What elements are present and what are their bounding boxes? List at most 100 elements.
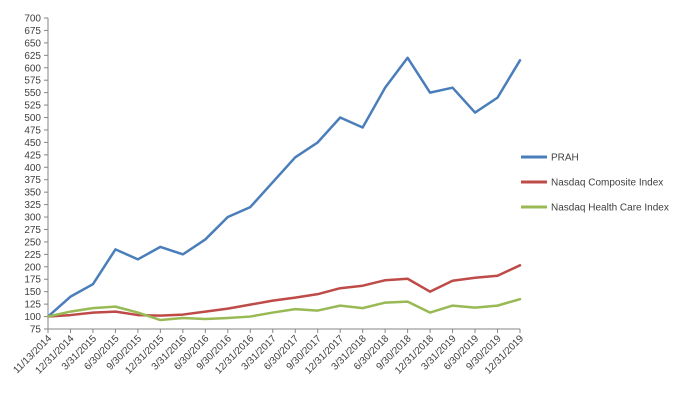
data-point — [137, 314, 139, 316]
data-point — [226, 317, 229, 319]
data-point — [519, 264, 521, 267]
data-point — [429, 91, 431, 94]
y-tick-label: 500 — [24, 113, 41, 124]
y-tick-label: 625 — [24, 51, 41, 62]
y-tick-label: 425 — [24, 150, 41, 161]
data-point — [92, 307, 94, 310]
legend-item: Nasdaq Health Care Index — [521, 203, 669, 214]
data-point — [361, 126, 364, 129]
data-point — [69, 314, 72, 316]
y-tick-label: 175 — [24, 275, 41, 286]
series-line — [46, 56, 522, 318]
legend-label: Nasdaq Composite Index — [551, 178, 663, 189]
data-point — [114, 248, 117, 251]
legend-item: Nasdaq Composite Index — [521, 178, 663, 189]
data-point — [114, 310, 117, 313]
y-tick-label: 325 — [24, 200, 41, 211]
data-point — [361, 307, 364, 310]
data-point — [249, 206, 252, 208]
data-point — [451, 279, 454, 282]
y-tick-label: 400 — [24, 163, 41, 174]
data-point — [204, 310, 207, 313]
data-point — [384, 279, 387, 282]
legend-label: Nasdaq Health Care Index — [551, 203, 669, 214]
legend-label: PRAH — [551, 153, 579, 164]
series-1 — [46, 264, 522, 318]
y-tick-label: 575 — [24, 76, 41, 87]
data-point — [429, 290, 431, 293]
data-point — [339, 116, 342, 119]
data-point — [384, 301, 387, 304]
data-point — [519, 298, 521, 301]
legend-item: PRAH — [521, 153, 579, 164]
y-tick-label: 600 — [24, 63, 41, 74]
data-point — [69, 295, 72, 298]
data-point — [474, 276, 476, 279]
y-tick-label: 300 — [24, 213, 41, 224]
data-point — [339, 304, 342, 307]
y-tick-label: 650 — [24, 38, 41, 49]
data-point — [294, 156, 297, 159]
y-tick-label: 200 — [24, 262, 41, 273]
data-point — [114, 305, 117, 308]
data-point — [316, 293, 319, 296]
series-line — [46, 297, 522, 322]
data-point — [137, 311, 139, 314]
legend: PRAH Nasdaq Composite Index Nasdaq Health … — [521, 153, 669, 214]
data-point — [384, 86, 387, 89]
y-tick-label: 275 — [24, 225, 41, 236]
data-point — [271, 311, 274, 314]
series-line — [46, 264, 522, 318]
data-point — [294, 296, 297, 299]
data-point — [339, 287, 342, 290]
data-point — [181, 313, 184, 316]
data-point — [361, 284, 364, 287]
y-tick-label: 525 — [24, 101, 41, 112]
data-point — [69, 310, 72, 313]
data-point — [496, 96, 499, 99]
data-point — [159, 314, 162, 317]
data-point — [226, 307, 229, 310]
data-point — [406, 56, 409, 59]
data-point — [271, 299, 274, 302]
y-tick-label: 675 — [24, 26, 41, 37]
data-point — [181, 253, 184, 256]
series-0 — [46, 56, 522, 318]
data-point — [474, 306, 476, 309]
data-point — [429, 311, 431, 314]
y-tick-label: 225 — [24, 250, 41, 261]
data-point — [451, 304, 454, 307]
y-tick-label: 550 — [24, 88, 41, 99]
data-point — [496, 274, 499, 277]
data-point — [92, 311, 94, 314]
y-tick-label: 250 — [24, 237, 41, 248]
data-point — [496, 304, 499, 307]
data-point — [226, 216, 229, 218]
y-tick-label: 75 — [30, 325, 42, 336]
y-tick-label: 475 — [24, 125, 41, 136]
y-tick-label: 125 — [24, 300, 41, 311]
data-point — [159, 319, 162, 321]
data-point — [204, 318, 207, 320]
y-tick-label: 350 — [24, 188, 41, 199]
data-point — [159, 245, 162, 248]
data-point — [406, 277, 409, 280]
series-2 — [46, 297, 522, 322]
data-point — [92, 283, 94, 286]
data-point — [249, 315, 252, 318]
y-tick-label: 100 — [24, 312, 41, 323]
data-point — [137, 258, 139, 261]
data-point — [451, 86, 454, 89]
data-point — [316, 141, 319, 144]
data-point — [181, 317, 184, 319]
x-axis: 11/13/201412/31/20143/31/20156/30/20159/… — [11, 328, 526, 377]
series-group — [46, 56, 522, 322]
data-point — [271, 181, 274, 184]
data-point — [47, 315, 49, 318]
data-point — [519, 59, 521, 62]
data-point — [406, 300, 409, 303]
data-point — [204, 238, 207, 241]
